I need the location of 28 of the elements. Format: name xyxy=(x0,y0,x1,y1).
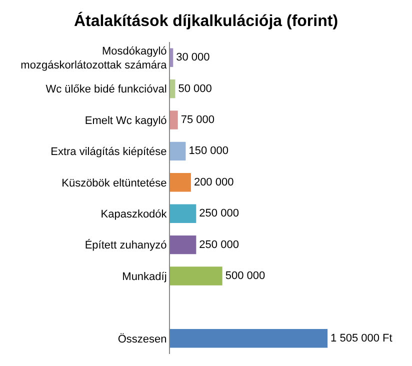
y-tick-label: Kapaszkodók xyxy=(100,208,168,220)
data-label: 250 000 xyxy=(199,208,239,220)
bar xyxy=(170,79,176,98)
data-label: 250 000 xyxy=(199,238,239,251)
bar xyxy=(170,110,178,130)
bar xyxy=(170,329,328,348)
bar xyxy=(170,48,174,67)
bar xyxy=(170,142,186,161)
y-tick-label: Épített zuhanyzó xyxy=(84,238,167,252)
bar xyxy=(170,173,191,192)
y-tick-label: Emelt Wc kagyló xyxy=(84,114,167,127)
y-tick-label: Küszöbök eltüntetése xyxy=(62,177,167,190)
y-tick-label: Extra világítás kiépítése xyxy=(50,146,167,158)
data-label: 200 000 xyxy=(194,176,234,188)
bar xyxy=(170,204,196,223)
y-tick-label: Munkadíj xyxy=(122,270,167,283)
chart-title: Átalakítások díjkalkulációja (forint) xyxy=(74,10,338,30)
data-label: 1 505 000 Ft xyxy=(330,332,392,344)
y-tick-label: Mosdókagyló mozgáskorlátozottak számára xyxy=(20,45,168,72)
bar xyxy=(170,235,196,254)
y-tick-label: Wc ülőke bidé funkcióval xyxy=(46,84,167,96)
y-tick-label: Összesen xyxy=(118,332,167,346)
data-label: 500 000 xyxy=(225,270,266,282)
data-label: 50 000 xyxy=(178,82,212,95)
data-label: 75 000 xyxy=(180,114,215,126)
data-label: 30 000 xyxy=(176,52,210,64)
data-label: 150 000 xyxy=(188,145,228,158)
bar xyxy=(170,266,222,286)
